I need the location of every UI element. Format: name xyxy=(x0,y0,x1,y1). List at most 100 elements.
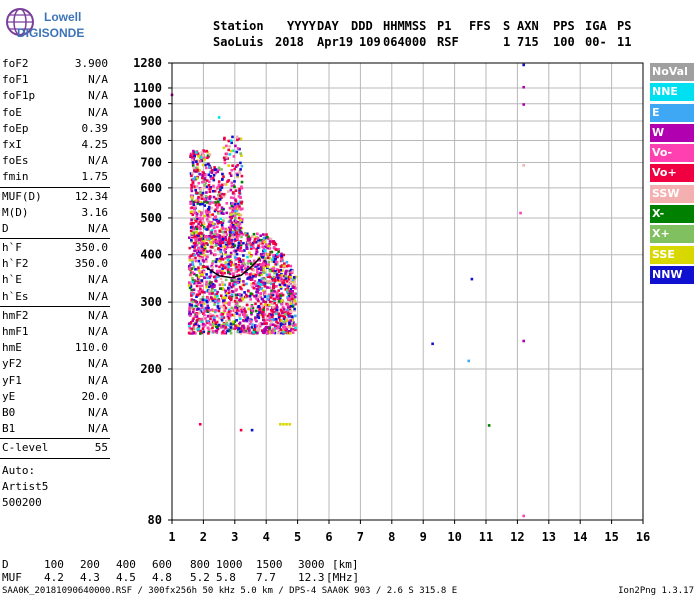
echo-point xyxy=(194,268,197,271)
echo-point xyxy=(200,320,204,324)
echo-point xyxy=(201,180,204,184)
x-tick-label: 7 xyxy=(357,530,364,544)
echo-point xyxy=(235,227,238,230)
echo-point xyxy=(256,331,259,335)
echo-point xyxy=(199,219,203,222)
echo-point xyxy=(200,266,204,270)
echo-point xyxy=(229,219,233,222)
echo-point xyxy=(291,318,294,322)
echo-point xyxy=(208,289,211,293)
echo-point xyxy=(240,154,243,157)
echo-point xyxy=(248,295,252,298)
x-tick-label: 11 xyxy=(479,530,493,544)
echo-point xyxy=(282,264,286,268)
echo-point xyxy=(281,325,285,329)
echo-point xyxy=(279,265,283,268)
echo-point xyxy=(230,204,234,208)
echo-point xyxy=(194,205,197,208)
param-value: N/A xyxy=(88,273,108,287)
echo-point xyxy=(252,259,256,263)
echo-point xyxy=(223,309,227,313)
echo-point xyxy=(211,314,215,317)
echo-point xyxy=(231,290,235,293)
echo-point xyxy=(235,293,238,297)
echo-point xyxy=(264,328,268,332)
echo-point xyxy=(196,323,199,327)
echo-point xyxy=(230,279,234,282)
echo-point xyxy=(242,330,246,334)
echo-point xyxy=(189,271,193,275)
echo-point xyxy=(192,177,195,181)
param-name: foEp xyxy=(2,121,29,135)
echo-point xyxy=(198,422,202,426)
echo-point xyxy=(246,247,249,250)
echo-point xyxy=(291,331,295,334)
echo-point xyxy=(288,305,292,308)
echo-point xyxy=(204,210,208,213)
echo-point xyxy=(257,267,261,270)
echo-point xyxy=(287,294,291,298)
echo-point xyxy=(244,265,247,268)
x-tick-label: 5 xyxy=(294,530,301,544)
echo-point xyxy=(245,268,248,271)
echo-point xyxy=(209,314,213,318)
echo-point xyxy=(192,149,195,153)
echo-point xyxy=(206,235,209,239)
echo-point xyxy=(235,135,239,139)
echo-point xyxy=(270,331,274,334)
echo-point xyxy=(216,290,219,294)
echo-point xyxy=(292,276,296,279)
echo-point xyxy=(275,295,279,299)
echo-point xyxy=(245,272,248,276)
echo-point xyxy=(235,270,238,273)
echo-point xyxy=(264,264,268,267)
echo-point xyxy=(197,324,201,328)
echo-point xyxy=(229,224,233,227)
echo-point xyxy=(271,306,275,309)
y-tick-label: 300 xyxy=(140,295,162,309)
echo-point xyxy=(230,141,233,145)
echo-point xyxy=(232,149,235,153)
echo-point xyxy=(289,264,293,268)
echo-point xyxy=(199,159,202,163)
echo-point xyxy=(242,233,245,236)
echo-point xyxy=(285,280,289,283)
echo-point xyxy=(283,278,286,282)
echo-point xyxy=(221,221,225,224)
echo-point xyxy=(285,260,289,264)
echo-point xyxy=(272,297,276,301)
echo-point xyxy=(201,259,205,262)
legend-item: Vo- xyxy=(650,144,694,163)
echo-point xyxy=(196,248,199,252)
echo-point xyxy=(231,135,234,139)
echo-point xyxy=(234,189,238,192)
echo-point xyxy=(256,285,260,288)
echo-point xyxy=(234,205,237,209)
row-value: 5.2 xyxy=(190,571,210,584)
echo-point xyxy=(286,287,289,290)
echo-point xyxy=(273,285,277,288)
echo-point xyxy=(243,309,247,313)
echo-point xyxy=(228,294,232,298)
echo-point xyxy=(227,270,230,274)
param-value: N/A xyxy=(88,105,108,119)
echo-point xyxy=(270,289,273,293)
echo-point xyxy=(188,314,192,317)
echo-point xyxy=(266,235,269,239)
echo-point xyxy=(252,246,255,250)
legend-item: NNW xyxy=(650,265,694,284)
echo-point xyxy=(193,207,196,210)
echo-point xyxy=(239,242,242,245)
lowell-digisonde-logo: Lowell DIGISONDE xyxy=(6,8,84,40)
echo-point xyxy=(256,232,259,236)
echo-point xyxy=(192,317,195,321)
echo-point xyxy=(215,269,219,273)
echo-point xyxy=(266,303,269,307)
echo-point xyxy=(195,215,198,218)
echo-point xyxy=(242,262,246,265)
echo-point xyxy=(231,281,235,284)
echo-point xyxy=(197,222,200,226)
echo-point xyxy=(202,302,206,306)
echo-point xyxy=(219,209,223,213)
echo-point xyxy=(197,254,200,257)
